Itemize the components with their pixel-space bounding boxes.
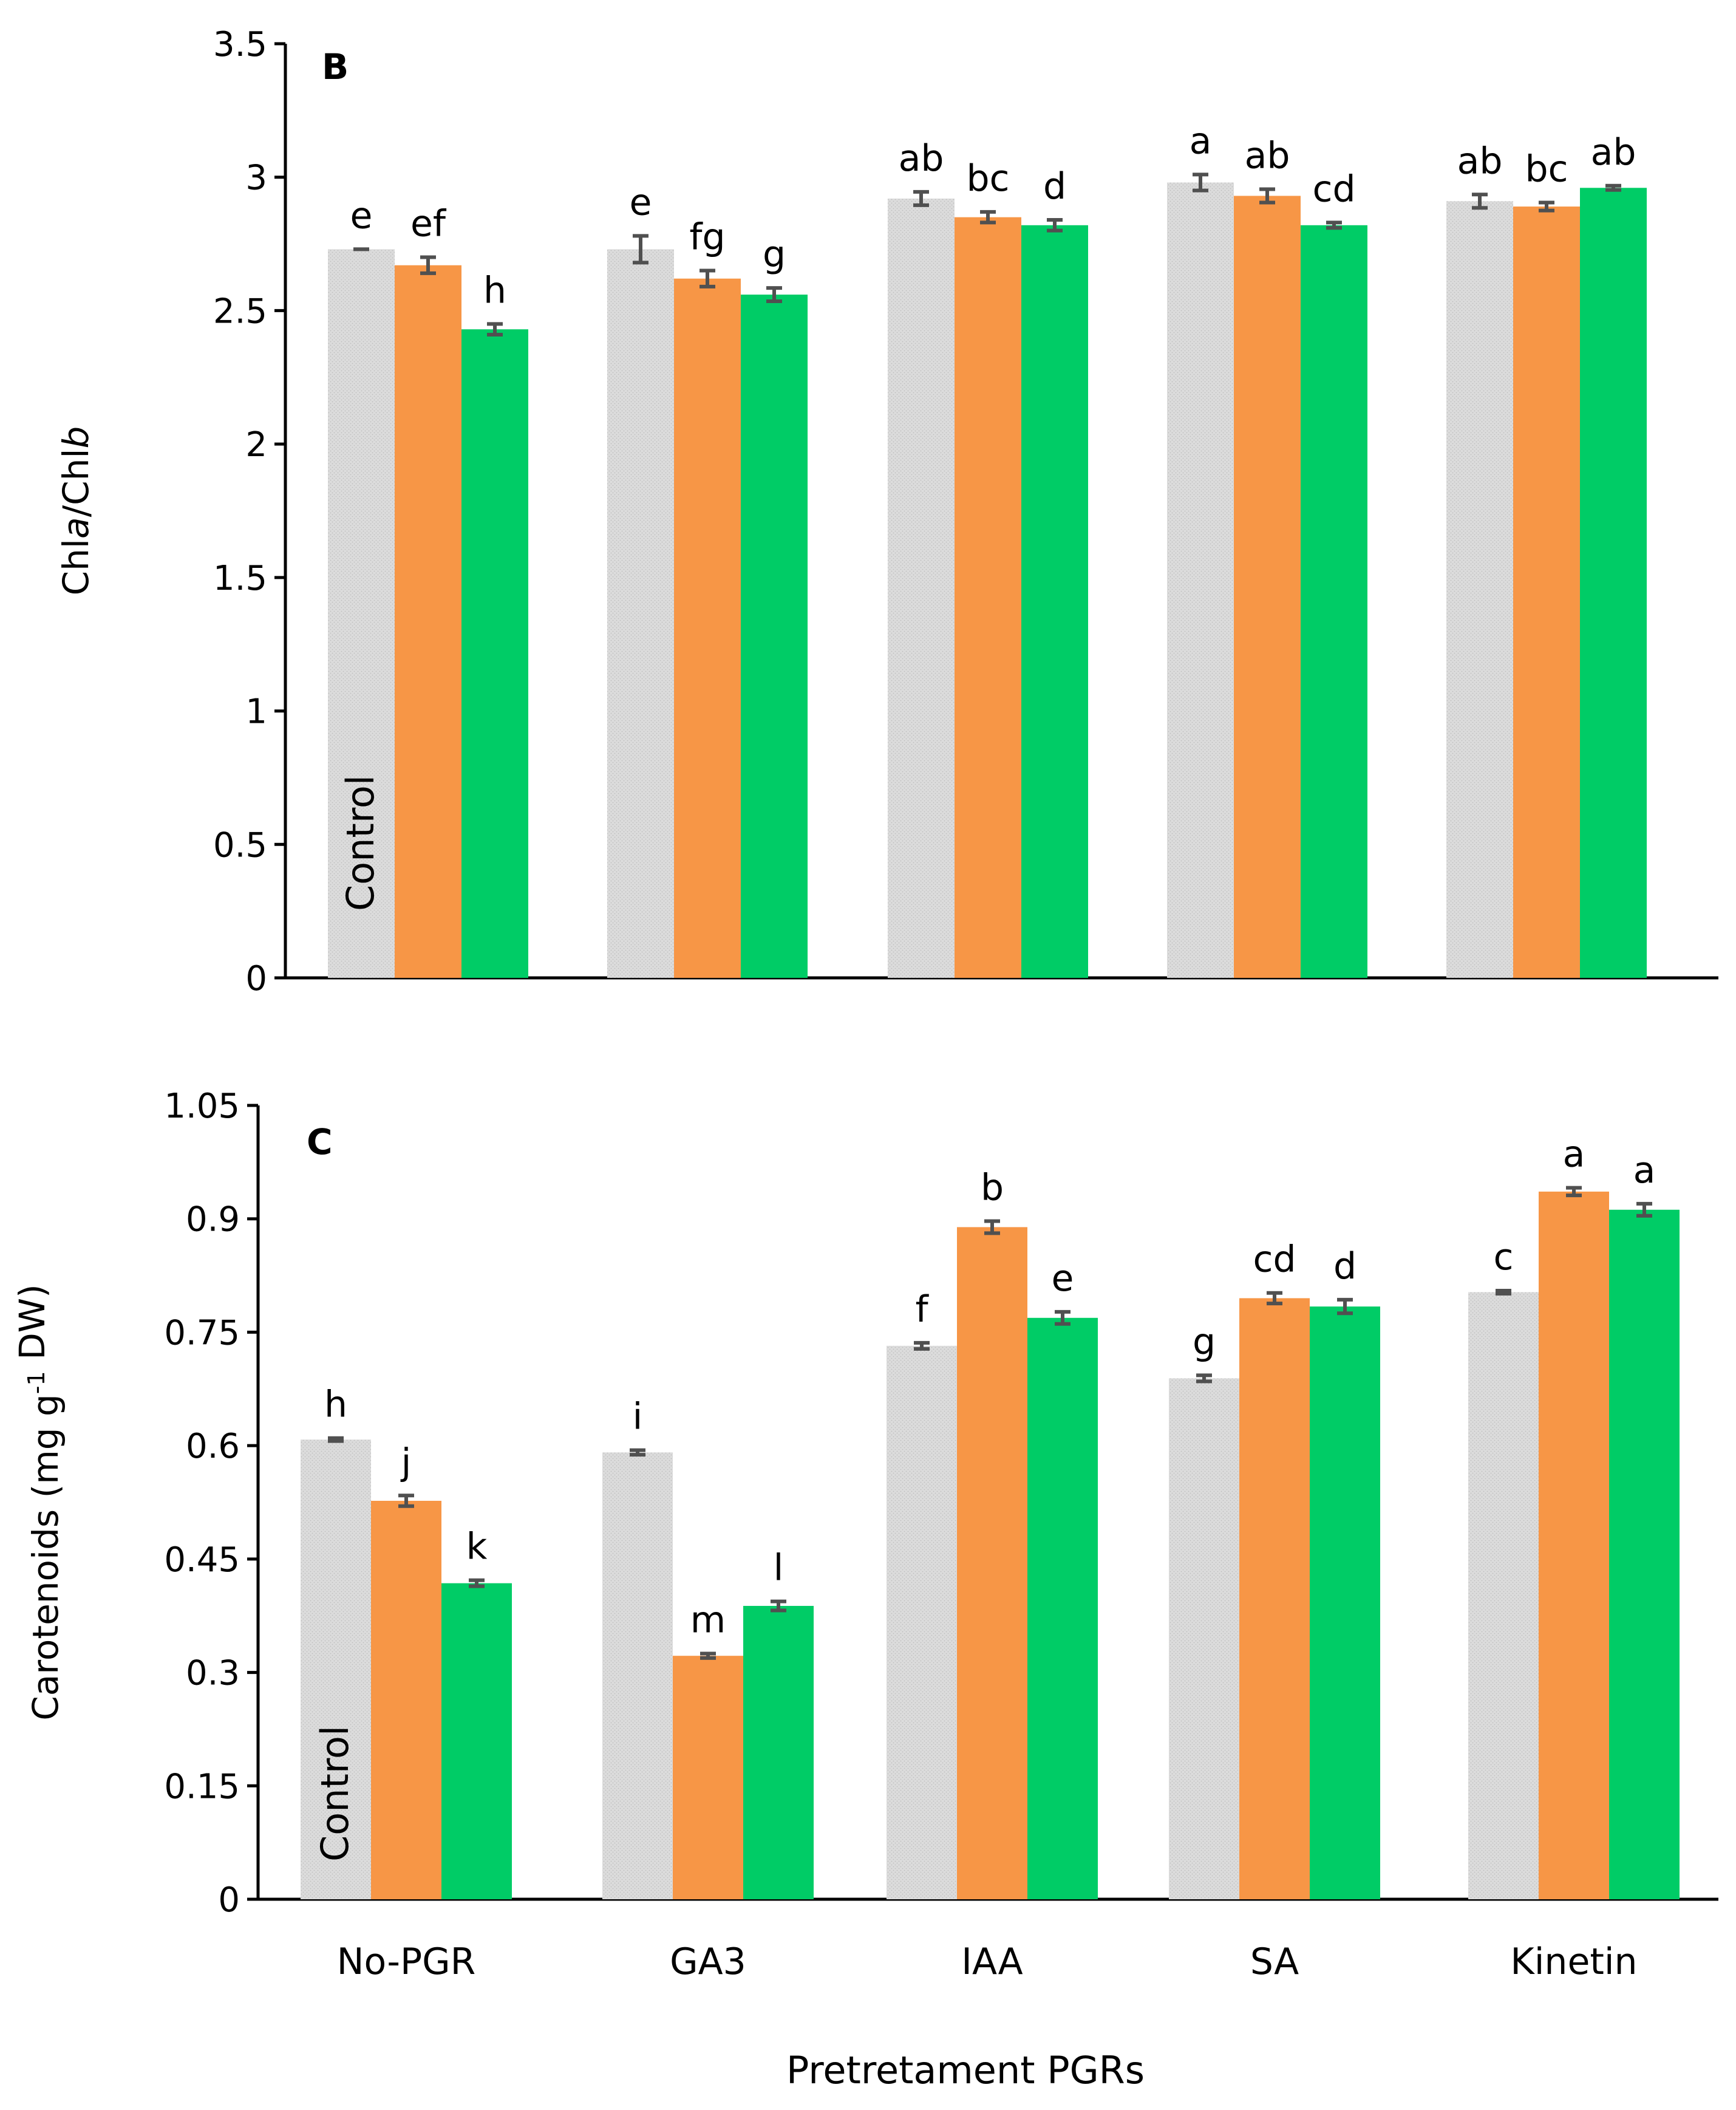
significance-letter: cd: [1312, 168, 1355, 210]
bar-no-pgr-series-1: [301, 1439, 371, 1899]
y-axis-title-part: b: [55, 426, 97, 449]
y-axis-title-part: Carotenoids (mg g: [25, 1394, 66, 1721]
y-tick-label: 0.9: [186, 1200, 240, 1240]
significance-letter: bc: [1525, 148, 1568, 190]
bar-iaa-series-2: [957, 1227, 1027, 1899]
x-tick-label: IAA: [961, 1941, 1023, 1983]
y-tick-label: 3.5: [213, 25, 267, 64]
significance-letter: h: [483, 269, 506, 312]
significance-letter: g: [1193, 1320, 1216, 1363]
y-axis-title-part: -1: [23, 1371, 50, 1394]
x-axis-title: Pretretament PGRs: [786, 2048, 1145, 2092]
bar-no-pgr-series-1: [328, 249, 395, 978]
significance-letter: j: [400, 1441, 412, 1483]
x-tick-label: GA3: [670, 1941, 746, 1983]
bar-sa-series-1: [1169, 1378, 1239, 1899]
bar-sa-series-2: [1234, 196, 1301, 978]
bar-ga3-series-3: [741, 295, 808, 978]
significance-letter: c: [1494, 1236, 1514, 1279]
significance-letter: ab: [1457, 140, 1503, 182]
bar-sa-series-3: [1310, 1306, 1380, 1899]
bar-sa-series-3: [1301, 225, 1367, 978]
y-tick-label: 0.6: [186, 1427, 240, 1466]
y-tick-label: 0.3: [186, 1654, 240, 1693]
bar-no-pgr-series-3: [461, 329, 528, 978]
y-axis-title-part: DW): [12, 1284, 53, 1371]
significance-letter: a: [1190, 120, 1212, 162]
significance-letter: h: [324, 1384, 347, 1426]
bar-sa-series-1: [1167, 182, 1234, 978]
bar-no-pgr-series-2: [395, 265, 461, 978]
bar-kinetin-series-1: [1468, 1292, 1539, 1899]
significance-letter: a: [1563, 1133, 1585, 1176]
bar-iaa-series-2: [955, 217, 1021, 978]
significance-letter: e: [350, 194, 373, 237]
panel-letter: C: [307, 1121, 333, 1163]
significance-letter: k: [466, 1526, 488, 1568]
bar-iaa-series-3: [1027, 1317, 1098, 1899]
significance-letter: b: [981, 1166, 1004, 1209]
bar-kinetin-series-2: [1539, 1191, 1609, 1899]
bar-ga3-series-3: [743, 1606, 814, 1899]
y-tick-label: 0.45: [164, 1540, 240, 1580]
bar-ga3-series-1: [607, 249, 674, 978]
control-annotation: Control: [338, 775, 383, 911]
significance-letter: fg: [689, 216, 725, 259]
significance-letter: ab: [1245, 134, 1290, 177]
y-axis-title: Chla/Chlb: [55, 426, 97, 596]
significance-letter: ab: [1591, 131, 1636, 174]
significance-letter: ab: [899, 137, 944, 180]
y-tick-label: 1.05: [164, 1087, 240, 1126]
significance-letter: bc: [966, 157, 1009, 200]
significance-letter: e: [630, 181, 652, 224]
significance-letter: a: [1633, 1149, 1656, 1192]
control-annotation: Control: [313, 1726, 357, 1862]
significance-letter: e: [1052, 1257, 1074, 1300]
y-tick-label: 1.5: [213, 559, 267, 598]
significance-letter: m: [690, 1599, 726, 1641]
bar-iaa-series-3: [1021, 225, 1088, 978]
y-tick-label: 0.5: [213, 825, 267, 865]
y-tick-label: 0: [218, 1880, 240, 1920]
bar-ga3-series-1: [602, 1452, 673, 1899]
y-tick-label: 2: [245, 425, 267, 465]
y-tick-label: 1: [245, 692, 267, 732]
y-axis-title-part: a: [55, 517, 97, 539]
significance-letter: l: [774, 1547, 784, 1589]
y-tick-label: 0.15: [164, 1767, 240, 1806]
bar-kinetin-series-1: [1446, 201, 1513, 978]
chart-panel-c: 0 0.15 0.3 0.45 0.6 0.75 0.9 1.05 C Carotenoids (…: [12, 1087, 1718, 2092]
significance-letter: d: [1043, 165, 1066, 208]
significance-letter: cd: [1253, 1238, 1296, 1281]
significance-letter: i: [633, 1396, 643, 1438]
bar-iaa-series-1: [888, 198, 955, 978]
bar-iaa-series-1: [887, 1345, 957, 1899]
y-tick-label: 0: [245, 959, 267, 999]
significance-letter: ef: [410, 203, 447, 245]
y-axis-title: Carotenoids (mg g-1 DW): [12, 1284, 66, 1721]
y-axis-title-part: Chl: [55, 539, 97, 595]
significance-letter: g: [763, 233, 786, 276]
x-tick-label: Kinetin: [1510, 1941, 1637, 1983]
bar-no-pgr-series-2: [371, 1501, 441, 1899]
bar-kinetin-series-3: [1609, 1209, 1680, 1899]
y-tick-label: 2.5: [213, 292, 267, 331]
y-tick-label: 0.75: [164, 1313, 240, 1353]
y-axis-title-part: /Chl: [55, 448, 97, 517]
bar-no-pgr-series-3: [441, 1583, 512, 1899]
significance-letter: f: [915, 1288, 929, 1331]
bar-ga3-series-2: [673, 1656, 743, 1899]
significance-letter: d: [1333, 1245, 1356, 1288]
bar-kinetin-series-3: [1580, 188, 1647, 978]
y-tick-label: 3: [245, 159, 267, 198]
x-tick-label: No-PGR: [337, 1941, 476, 1983]
panel-letter: B: [322, 46, 349, 87]
x-tick-label: SA: [1250, 1941, 1299, 1983]
bar-ga3-series-2: [674, 278, 741, 978]
bar-sa-series-2: [1239, 1298, 1310, 1899]
bar-kinetin-series-2: [1513, 207, 1580, 978]
